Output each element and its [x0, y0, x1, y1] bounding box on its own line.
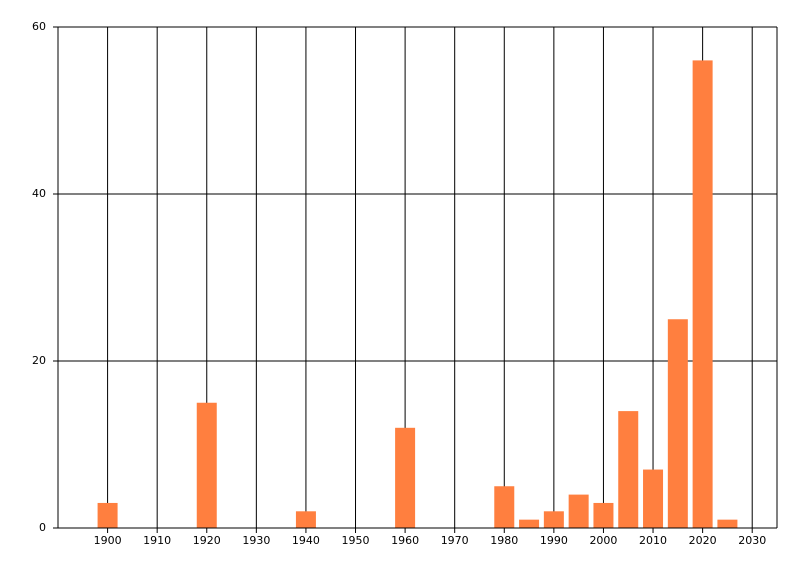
bar [667, 319, 688, 528]
bar [196, 402, 217, 528]
bar [618, 411, 639, 528]
y-tick-label: 60 [32, 20, 46, 33]
bar [717, 519, 738, 528]
x-tick-label: 2030 [738, 534, 766, 547]
bars [97, 60, 738, 529]
bar [97, 502, 118, 528]
x-tick-label: 1990 [540, 534, 568, 547]
x-tick-label: 2020 [689, 534, 717, 547]
x-tick-label: 1930 [242, 534, 270, 547]
x-tick-label: 1970 [441, 534, 469, 547]
x-tick-label: 1920 [193, 534, 221, 547]
x-tick-label: 1910 [143, 534, 171, 547]
y-tick-label: 40 [32, 187, 46, 200]
y-tick-label: 0 [39, 521, 46, 534]
x-tick-label: 1940 [292, 534, 320, 547]
bar [568, 494, 589, 528]
bar [494, 486, 515, 528]
bar [395, 427, 416, 528]
bar [295, 511, 316, 528]
bar [519, 519, 540, 528]
x-tick-label: 1960 [391, 534, 419, 547]
x-tick-label: 2010 [639, 534, 667, 547]
bar [692, 60, 713, 529]
x-tick-label: 1900 [94, 534, 122, 547]
x-tick-label: 1980 [490, 534, 518, 547]
y-tick-label: 20 [32, 354, 46, 367]
bar [643, 469, 664, 528]
x-tick-label: 2000 [589, 534, 617, 547]
x-tick-label: 1950 [342, 534, 370, 547]
bar [593, 502, 614, 528]
bar [543, 511, 564, 528]
grid [53, 26, 777, 533]
